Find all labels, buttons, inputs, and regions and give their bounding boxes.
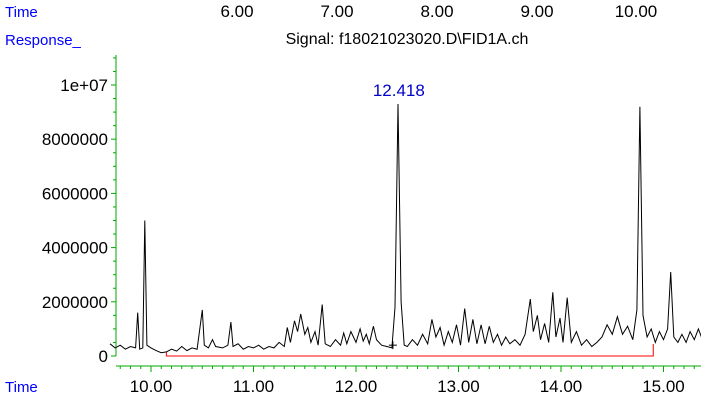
- signal-trace: [109, 103, 701, 354]
- x-axis-ticks: 10.00 11.00 12.00 13.00 14.00 15.00: [119, 366, 695, 396]
- signal-title: Signal: f18021023020.D\FID1A.ch: [286, 31, 529, 48]
- top-tick-label: 8.00: [420, 2, 453, 21]
- y-tick-label: 2000000: [42, 293, 108, 312]
- peak-retention-label: 12.418: [373, 81, 425, 100]
- x-tick-label: 14.00: [540, 377, 583, 396]
- top-time-axis-label: Time: [5, 4, 38, 21]
- x-tick-label: 10.00: [130, 377, 173, 396]
- top-tick-label: 9.00: [520, 2, 553, 21]
- x-tick-label: 12.00: [335, 377, 378, 396]
- x-tick-label: 13.00: [437, 377, 480, 396]
- y-tick-label: 8000000: [42, 130, 108, 149]
- top-tick-label: 7.00: [320, 2, 353, 21]
- top-time-axis-ticks: 6.00 7.00 8.00 9.00 10.00: [220, 2, 657, 21]
- y-axis-ticks: 0 2000000 4000000 6000000 8000000 1e+07: [42, 57, 116, 366]
- response-axis-label: Response_: [5, 32, 82, 49]
- bottom-time-axis-label: Time: [5, 379, 38, 396]
- y-tick-label: 1e+07: [60, 76, 108, 95]
- y-tick-label: 0: [99, 347, 108, 366]
- axes: [115, 55, 701, 367]
- x-tick-label: 15.00: [642, 377, 685, 396]
- top-tick-label: 6.00: [220, 2, 253, 21]
- y-tick-label: 4000000: [42, 239, 108, 258]
- x-tick-label: 11.00: [233, 377, 274, 396]
- integration-marker: [388, 341, 397, 350]
- y-tick-label: 6000000: [42, 184, 108, 203]
- top-tick-label: 10.00: [615, 2, 658, 21]
- integration-baseline: [165, 344, 654, 357]
